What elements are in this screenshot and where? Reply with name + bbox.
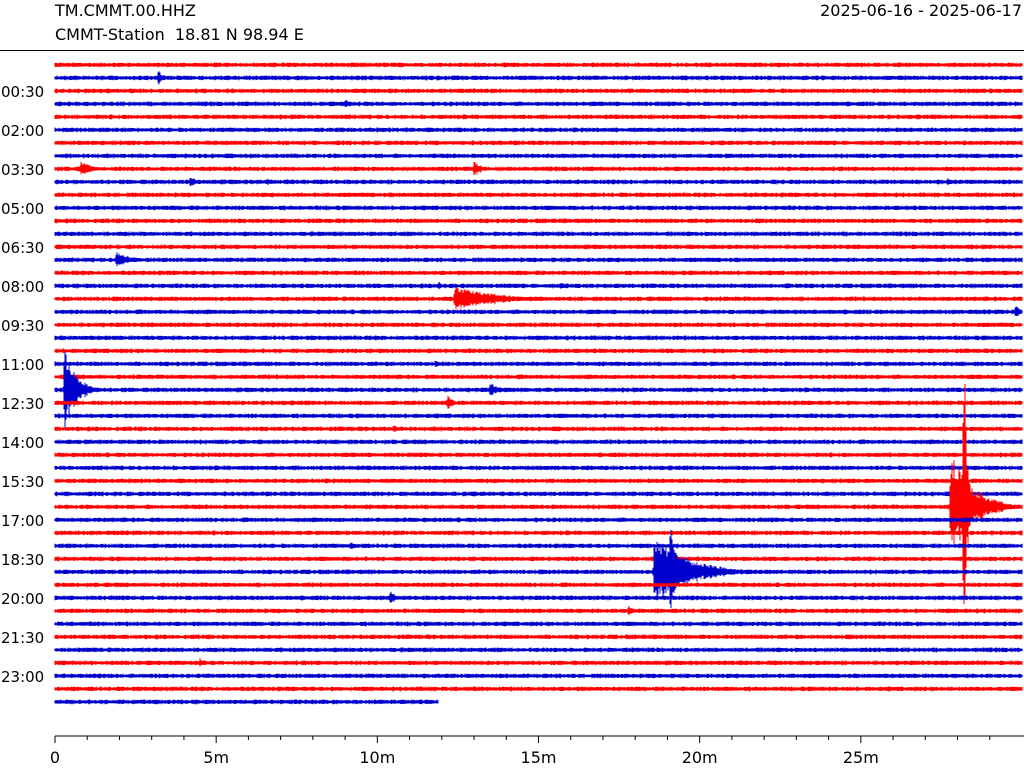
trace-row-10 xyxy=(54,192,1023,198)
trace-row-33 xyxy=(54,491,1023,497)
y-tick-label-12: 18:30 xyxy=(1,551,44,569)
trace-row-9 xyxy=(54,178,1023,186)
trace-row-39 xyxy=(54,529,1023,609)
y-tick-label-6: 09:30 xyxy=(1,317,44,335)
x-tick-label-1: 5m xyxy=(203,748,229,767)
trace-row-17 xyxy=(54,281,1023,290)
trace-row-19 xyxy=(54,306,1023,316)
y-tick-label-0: 00:30 xyxy=(1,83,44,101)
y-tick-label-15: 23:00 xyxy=(1,668,44,686)
trace-row-22 xyxy=(54,348,1023,354)
trace-row-6 xyxy=(54,140,1023,146)
trace-row-7 xyxy=(54,153,1023,159)
trace-row-47 xyxy=(54,673,1023,679)
y-tick-label-7: 11:00 xyxy=(1,356,44,374)
y-tick-label-10: 15:30 xyxy=(1,473,44,491)
trace-row-32 xyxy=(54,478,1023,484)
trace-row-2 xyxy=(54,88,1023,94)
y-tick-label-8: 12:30 xyxy=(1,395,44,413)
y-tick-label-4: 06:30 xyxy=(1,239,44,257)
trace-row-36 xyxy=(54,530,1023,536)
trace-row-31 xyxy=(54,465,1023,471)
trace-row-3 xyxy=(54,100,1023,107)
y-tick-label-2: 03:30 xyxy=(1,161,44,179)
trace-row-11 xyxy=(54,205,1023,211)
trace-row-21 xyxy=(54,335,1023,341)
y-tick-label-9: 14:00 xyxy=(1,434,44,452)
trace-row-34 xyxy=(54,384,1023,605)
trace-row-23 xyxy=(54,360,1023,367)
trace-row-30 xyxy=(54,452,1023,458)
y-tick-label-5: 08:00 xyxy=(1,278,44,296)
trace-row-29 xyxy=(54,439,1023,445)
date-range: 2025-06-16 - 2025-06-17 xyxy=(820,1,1022,20)
trace-row-15 xyxy=(54,252,1023,267)
y-tick-label-1: 02:00 xyxy=(1,122,44,140)
x-tick-label-5: 25m xyxy=(843,748,879,767)
trace-row-27 xyxy=(54,413,1023,419)
trace-row-26 xyxy=(54,395,1023,409)
trace-row-4 xyxy=(54,114,1023,120)
trace-row-38 xyxy=(54,556,1023,562)
trace-group xyxy=(54,62,1023,705)
trace-row-12 xyxy=(54,218,1023,224)
header-divider xyxy=(0,50,1024,51)
trace-row-18 xyxy=(54,287,1023,310)
trace-row-20 xyxy=(54,322,1023,328)
trace-row-44 xyxy=(54,634,1023,640)
x-tick-label-3: 15m xyxy=(521,748,557,767)
station-id: TM.CMMT.00.HHZ xyxy=(55,1,196,20)
trace-row-16 xyxy=(54,270,1023,276)
trace-row-14 xyxy=(54,244,1023,250)
trace-row-24 xyxy=(54,374,1023,380)
trace-row-8 xyxy=(54,162,1023,175)
trace-row-42 xyxy=(54,606,1023,616)
x-tick-label-2: 10m xyxy=(359,748,395,767)
trace-row-0 xyxy=(54,62,1023,68)
trace-row-45 xyxy=(54,647,1023,653)
x-tick-label-0: 0 xyxy=(50,748,60,767)
trace-row-1 xyxy=(54,71,1023,85)
trace-row-28 xyxy=(54,425,1023,432)
x-axis: 0 5m 10m 15m 20m 25m xyxy=(50,735,1024,767)
trace-row-43 xyxy=(54,621,1023,627)
trace-row-35 xyxy=(54,517,1023,523)
station-description: CMMT-Station 18.81 N 98.94 E xyxy=(55,25,304,44)
y-tick-label-14: 21:30 xyxy=(1,629,44,647)
y-tick-label-11: 17:00 xyxy=(1,512,44,530)
trace-row-25 xyxy=(54,351,1023,428)
trace-row-13 xyxy=(54,231,1023,237)
y-tick-label-3: 05:00 xyxy=(1,200,44,218)
trace-row-48 xyxy=(54,686,1023,692)
x-tick-label-4: 20m xyxy=(682,748,718,767)
trace-row-37 xyxy=(54,542,1023,549)
trace-row-46 xyxy=(54,658,1023,667)
trace-row-41 xyxy=(54,591,1023,603)
trace-row-40 xyxy=(54,582,1023,588)
trace-row-49 xyxy=(54,699,439,705)
y-tick-label-13: 20:00 xyxy=(1,590,44,608)
y-axis-labels: 00:30 02:00 03:30 05:00 06:30 08:00 09:30 11:00… xyxy=(1,83,44,686)
trace-row-5 xyxy=(54,127,1023,133)
